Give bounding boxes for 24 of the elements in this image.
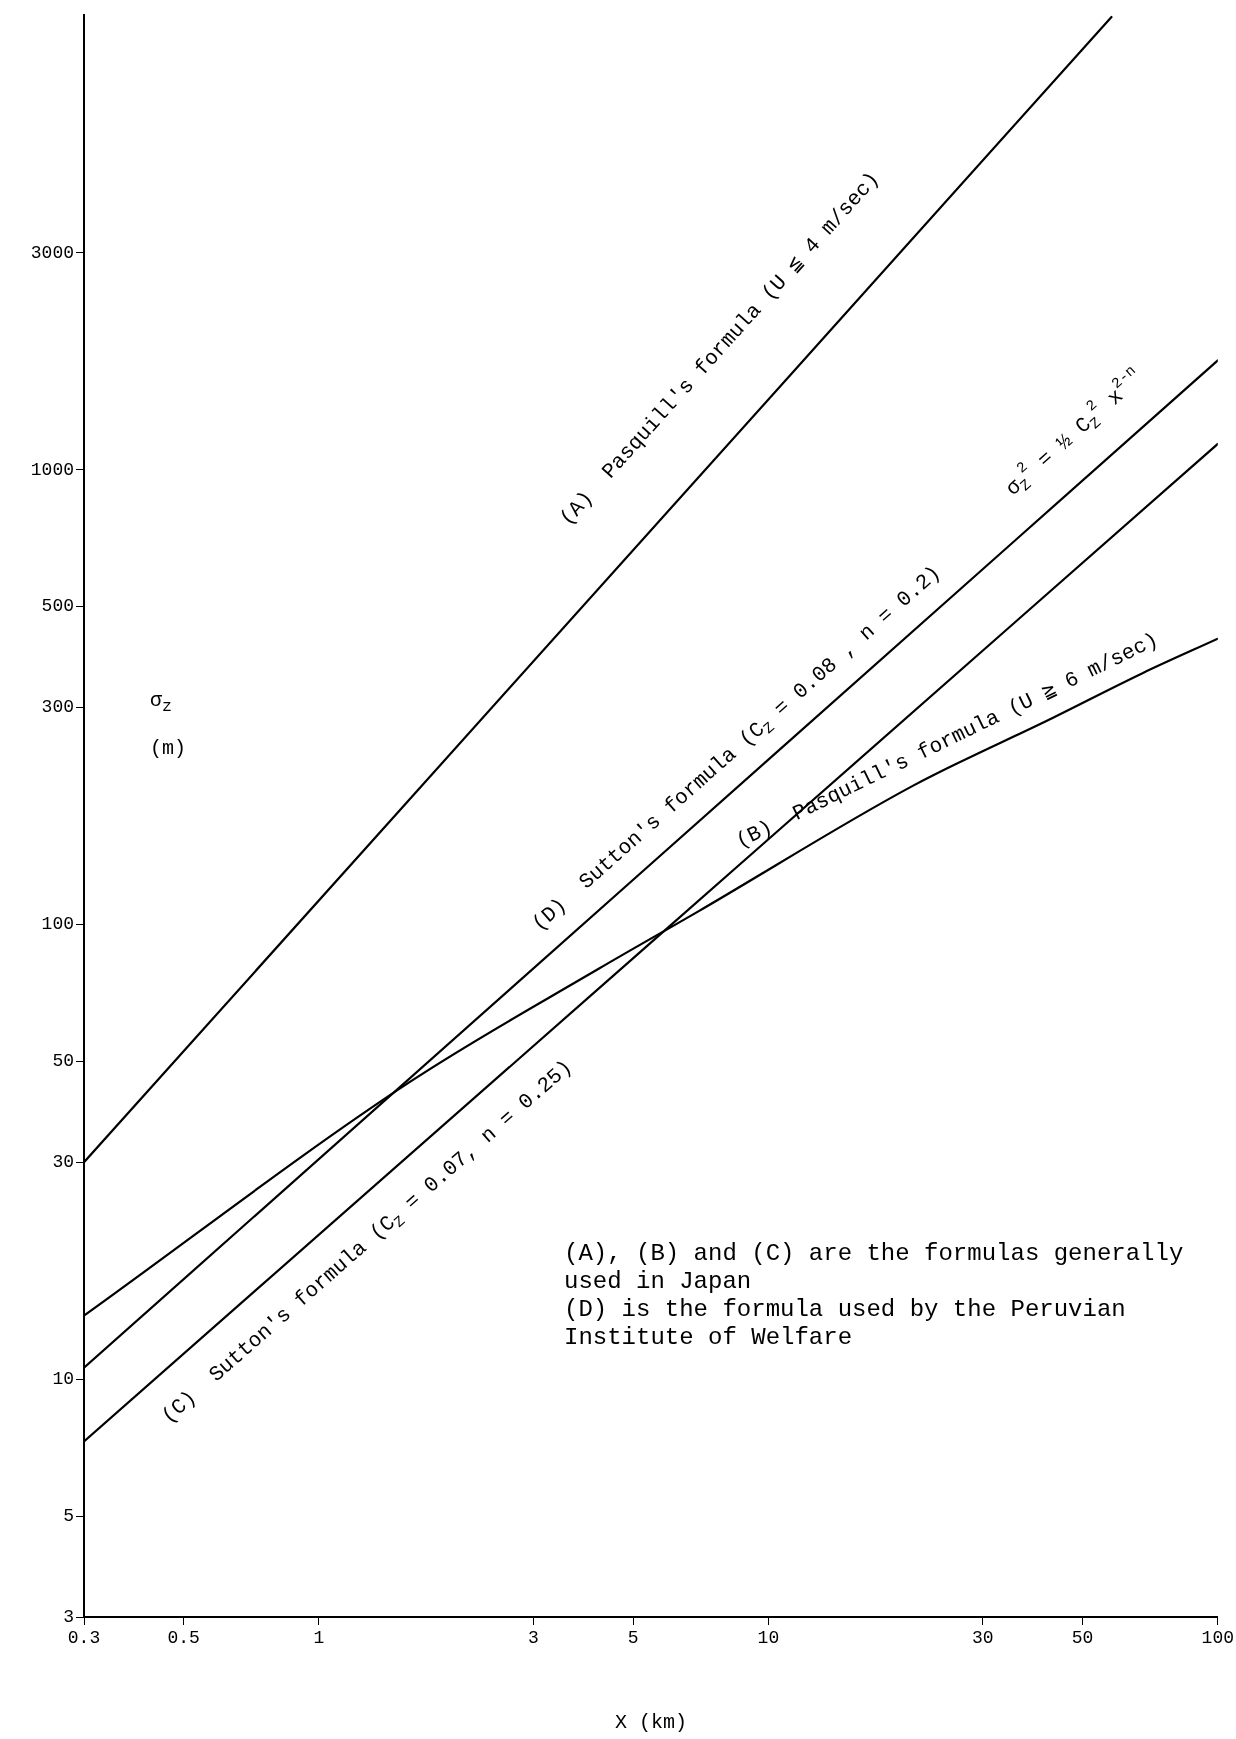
y-tick-label: 1000: [30, 459, 74, 480]
y-tick-label: 3: [63, 1606, 74, 1627]
text: σ$_{z}$ (m): [150, 689, 187, 760]
x-tick-label: 100: [1201, 1627, 1234, 1648]
x-tick-label: 30: [972, 1627, 994, 1648]
x-tick-label: 0.5: [167, 1627, 200, 1648]
x-tick-label: 50: [1071, 1627, 1094, 1648]
y-tick-label: 300: [41, 697, 74, 718]
x-tick-label: 0.3: [67, 1627, 101, 1648]
x-axis-title: X (km): [614, 1711, 687, 1735]
x-tick-label: 1: [313, 1627, 325, 1648]
y-tick-label: 50: [52, 1051, 74, 1072]
x-tick-label: 10: [757, 1627, 780, 1648]
y-tick-label: 500: [41, 596, 74, 617]
y-tick-label: 3000: [30, 242, 74, 263]
annotation: σZ2 = ½ CZ2 x2-n: [1001, 362, 1139, 501]
annotation: (D) is the formula used by the Peruvian Institute of Welfare: [564, 1296, 1127, 1352]
x-tick-label: 3: [528, 1627, 539, 1648]
y-tick-label: 5: [63, 1505, 74, 1526]
annotation: (A), (B) and (C) are the formulas generally used in Japan: [564, 1240, 1185, 1296]
y-tick-label: 10: [52, 1368, 74, 1389]
y-tick-label: 30: [52, 1152, 74, 1173]
y-tick-label: 100: [41, 914, 74, 935]
x-tick-label: 5: [627, 1627, 639, 1648]
